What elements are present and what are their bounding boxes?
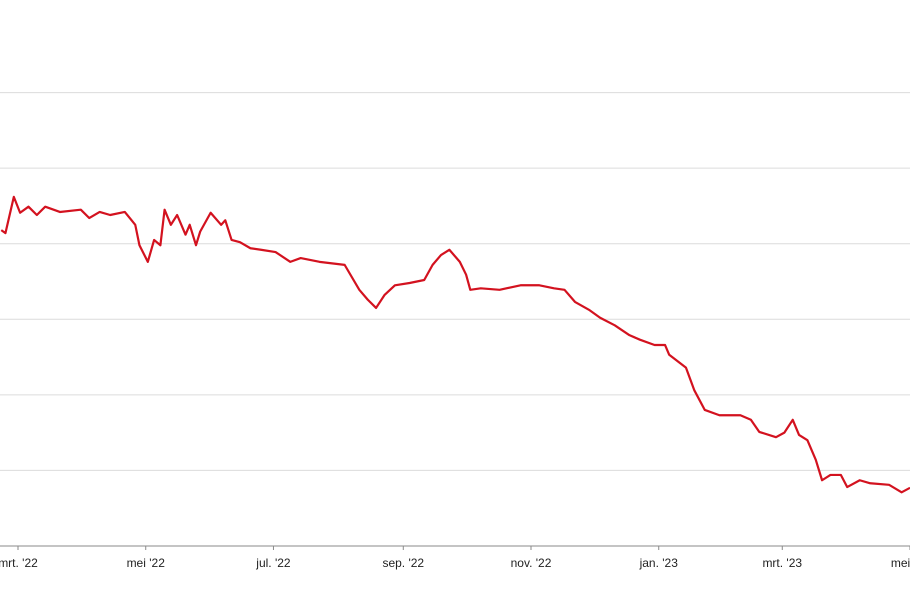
x-tick-label: nov. '22 xyxy=(511,556,552,570)
line-series xyxy=(0,195,910,494)
x-tick-label: sep. '22 xyxy=(382,556,424,570)
x-tick-label: mrt. '23 xyxy=(762,556,802,570)
x-tick-label: mrt. '22 xyxy=(0,556,38,570)
x-tick-label: jul. '22 xyxy=(255,556,291,570)
x-tick-label: jan. '23 xyxy=(639,556,679,570)
x-tick-label: mei '23 xyxy=(891,556,910,570)
x-tick-label: mei '22 xyxy=(127,556,166,570)
